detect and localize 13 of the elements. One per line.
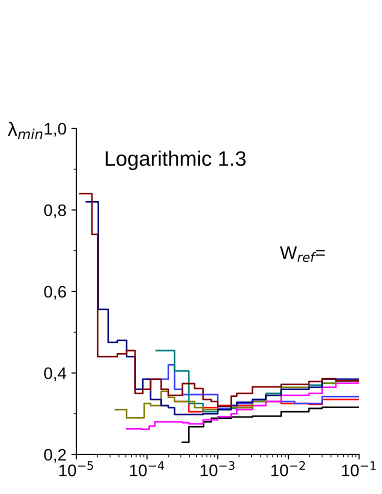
y-axis-title: λ$_{min}$	[8, 122, 42, 140]
text: Logarithmic 1.3	[106, 150, 246, 170]
y-tick-label: 1,0	[44, 122, 66, 137]
x-tick-label: 10$^{−3}$	[200, 461, 234, 476]
y-tick-label: 0,4	[44, 367, 66, 382]
annotation: W$_{ref}$=	[280, 246, 325, 262]
x-tick-label: 10$^{−1}$	[342, 461, 376, 476]
y-tick-label: 0,2	[44, 448, 66, 463]
y-tick-label: 0,6	[44, 286, 66, 300]
y-tick-label: 0,8	[44, 204, 66, 218]
x-tick-label: 10$^{−4}$	[130, 461, 164, 476]
x-tick-label: 10$^{−2}$	[271, 461, 305, 476]
x-tick-label: 10$^{−5}$	[59, 461, 94, 476]
